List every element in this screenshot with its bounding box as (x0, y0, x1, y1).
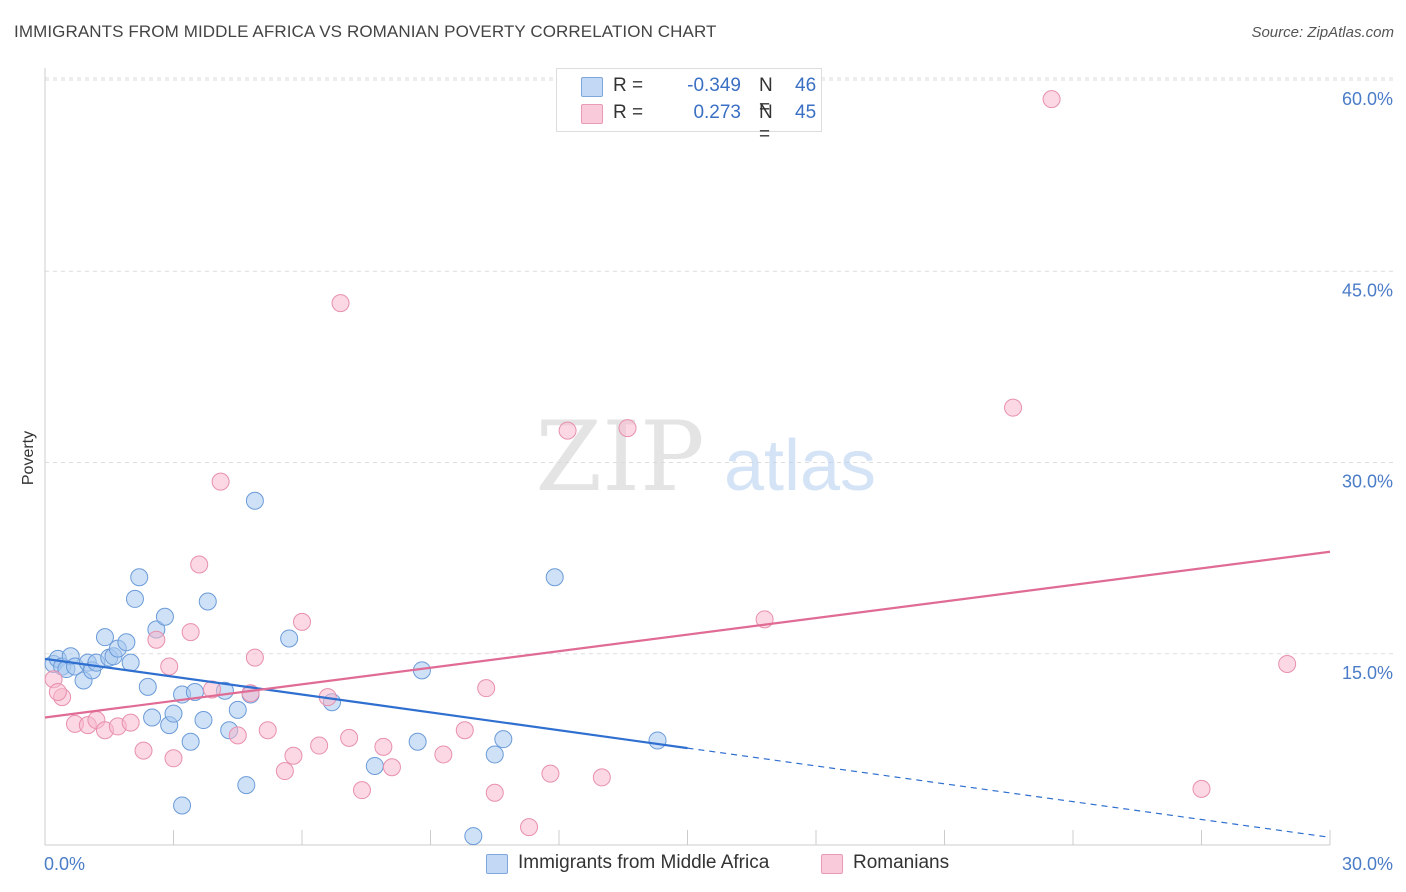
blue-data-point (198, 592, 217, 611)
bottom-legend-swatch-pink (821, 854, 843, 874)
blue-trendline-extension (687, 747, 1331, 838)
blue-data-point (185, 683, 204, 701)
bottom-legend-swatch-blue (486, 854, 508, 874)
x-tick-label: 30.0% (1342, 854, 1393, 874)
pink-data-point (275, 762, 294, 781)
trendlines (44, 550, 1331, 838)
pink-data-point (434, 745, 453, 764)
pink-data-point (147, 630, 166, 649)
blue-data-point (408, 732, 427, 751)
blue-data-point (155, 607, 174, 626)
pink-data-point (160, 657, 179, 676)
pink-data-point (1042, 90, 1061, 109)
x-tick-label: 0.0% (44, 854, 85, 874)
blue-data-point (143, 708, 162, 727)
blue-data-point (138, 677, 157, 696)
blue-data-point (121, 653, 140, 672)
pink-data-point (485, 783, 504, 802)
axis-labels: 15.0% 30.0% 45.0% 60.0% 0.0% 30.0% (44, 89, 1393, 874)
legend-swatch-blue (581, 77, 603, 97)
pink-trendline (44, 550, 1331, 719)
chart-title: IMMIGRANTS FROM MIDDLE AFRICA VS ROMANIA… (14, 22, 717, 41)
watermark-zip: ZIP (535, 401, 704, 513)
grid-lines (45, 77, 1394, 655)
blue-data-point (464, 827, 483, 846)
blue-trendline (44, 657, 688, 750)
pink-data-point (48, 683, 67, 701)
pink-data-point (541, 764, 560, 783)
legend-n-label: N = (759, 75, 773, 118)
pink-data-point (181, 623, 200, 642)
legend-r-label: R = (613, 102, 644, 123)
legend-r-label: R = (613, 75, 644, 96)
pink-data-point (211, 472, 230, 491)
y-tick-label: 15.0% (1342, 663, 1393, 683)
blue-data-point (125, 589, 144, 608)
legend-swatch-pink (581, 104, 603, 124)
pink-data-point (190, 555, 209, 574)
legend-n-value: 46 (795, 75, 817, 96)
blue-data-point (648, 731, 667, 750)
pink-data-point (1004, 398, 1023, 417)
source-label: Source: ZipAtlas.com (1251, 24, 1394, 41)
pink-data-point (455, 721, 474, 740)
y-tick-label: 45.0% (1342, 280, 1393, 300)
correlation-legend: R = -0.349 N = 46 R = 0.273 N = 45 (556, 68, 822, 145)
pink-data-point (520, 818, 539, 837)
legend-r-value: -0.349 (687, 75, 741, 96)
pink-data-point (382, 758, 401, 777)
pink-data-point (592, 768, 611, 787)
blue-data-point (194, 711, 213, 730)
pink-data-point (245, 648, 264, 667)
blue-data-point (280, 629, 299, 648)
legend-n-value: 45 (795, 102, 817, 123)
blue-data-point (237, 776, 256, 795)
pink-data-point (374, 737, 393, 756)
pink-data-point (121, 713, 140, 732)
y-tick-label: 60.0% (1342, 89, 1393, 109)
pink-data-point (164, 749, 183, 768)
legend-r-value: 0.273 (693, 102, 741, 123)
pink-data-point (558, 421, 577, 440)
blue-data-point (164, 704, 183, 723)
data-points (44, 90, 1297, 846)
pink-data-point (293, 612, 311, 631)
pink-data-point (340, 728, 359, 747)
blue-data-point (485, 745, 504, 764)
pink-data-point (331, 294, 350, 313)
pink-data-point (284, 746, 303, 765)
blue-data-point (117, 633, 136, 652)
pink-data-point (228, 726, 247, 745)
y-axis-label: Poverty (20, 431, 37, 485)
pink-data-point (352, 781, 371, 800)
pink-data-point (258, 721, 277, 740)
blue-data-point (130, 568, 149, 587)
blue-data-point (245, 491, 264, 510)
blue-data-point (494, 730, 513, 749)
blue-data-point (173, 796, 192, 815)
blue-data-point (228, 700, 247, 719)
axes (44, 68, 1331, 846)
y-tick-label: 30.0% (1342, 472, 1393, 492)
watermark-atlas: atlas (724, 426, 876, 506)
blue-data-point (181, 732, 200, 751)
blue-data-point (95, 628, 114, 647)
blue-data-point (545, 568, 564, 587)
watermark: ZIP atlas (535, 401, 876, 513)
pink-data-point (1278, 654, 1297, 673)
pink-data-point (1192, 779, 1211, 798)
pink-data-point (477, 679, 496, 698)
legend-n-label: N = (759, 102, 773, 145)
bottom-legend-label: Romanians (853, 852, 950, 873)
bottom-legend-label: Immigrants from Middle Africa (518, 852, 770, 873)
pink-data-point (618, 419, 637, 438)
pink-data-point (310, 736, 329, 755)
blue-data-point (365, 756, 384, 775)
pink-data-point (134, 741, 153, 760)
